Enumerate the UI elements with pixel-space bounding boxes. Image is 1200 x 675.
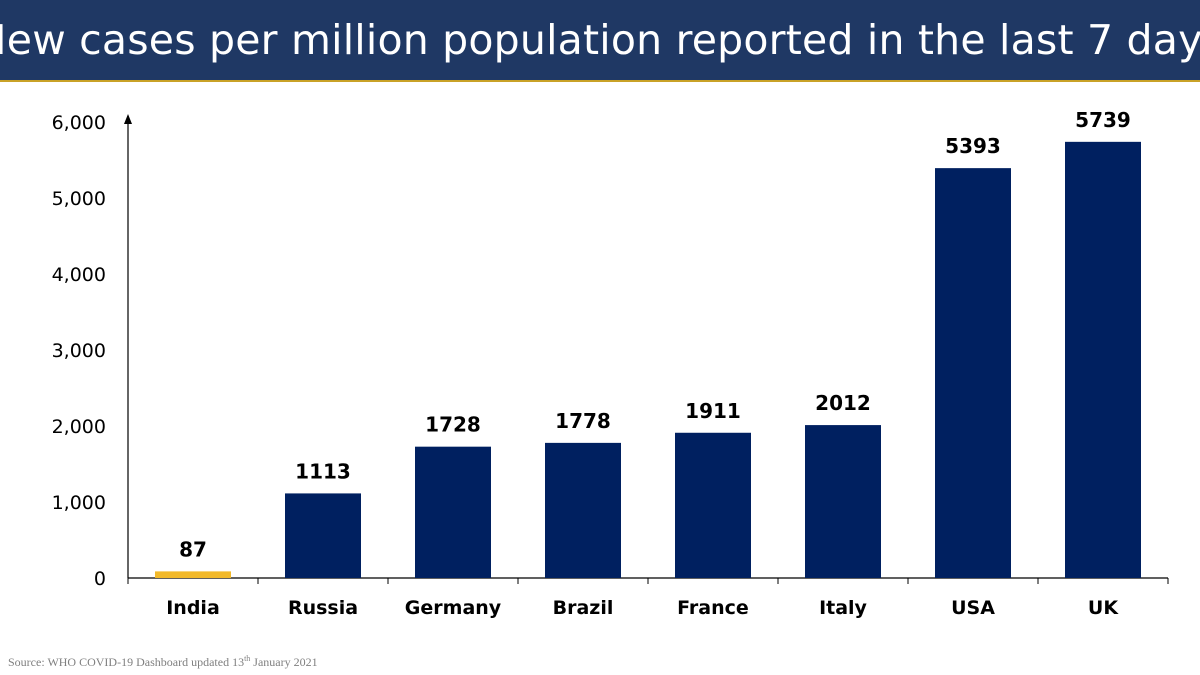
x-tick-label: Italy bbox=[819, 597, 867, 619]
y-tick-label: 3,000 bbox=[52, 340, 106, 362]
bar-germany bbox=[415, 446, 491, 578]
x-tick-label: Germany bbox=[405, 597, 502, 619]
data-label: 1113 bbox=[295, 459, 351, 483]
data-label: 1728 bbox=[425, 413, 481, 437]
y-tick-label: 2,000 bbox=[52, 416, 106, 438]
bar-uk bbox=[1065, 141, 1141, 578]
bar-france bbox=[675, 432, 751, 578]
source-sup: th bbox=[244, 654, 251, 663]
x-tick-label: Russia bbox=[288, 597, 358, 619]
x-tick-label: USA bbox=[951, 597, 995, 619]
title-banner: New cases per million population reporte… bbox=[0, 0, 1200, 82]
data-label: 1778 bbox=[555, 409, 611, 433]
source-suffix: January 2021 bbox=[250, 655, 318, 669]
x-tick-label: Brazil bbox=[553, 597, 614, 619]
bar-usa bbox=[935, 168, 1011, 578]
data-label: 87 bbox=[179, 537, 207, 561]
source-note: Source: WHO COVID-19 Dashboard updated 1… bbox=[8, 654, 318, 670]
bar-chart: 0 1,000 2,000 3,000 4,000 5,000 6,000 87 India 11… bbox=[52, 108, 1169, 619]
y-axis-arrow bbox=[124, 114, 132, 124]
data-label: 1911 bbox=[685, 399, 741, 423]
x-tick-label: India bbox=[166, 597, 220, 619]
y-tick-label: 5,000 bbox=[52, 188, 106, 210]
bar-russia bbox=[285, 493, 361, 578]
data-label: 5739 bbox=[1075, 108, 1131, 132]
data-label: 2012 bbox=[815, 391, 871, 415]
bar-brazil bbox=[545, 442, 621, 578]
y-tick-label: 0 bbox=[94, 568, 106, 590]
bar-india bbox=[155, 571, 231, 578]
y-tick-label: 4,000 bbox=[52, 264, 106, 286]
chart-labels: 0 1,000 2,000 3,000 4,000 5,000 6,000 87 India 11… bbox=[52, 108, 1131, 619]
data-label: 5393 bbox=[945, 134, 1001, 158]
x-tick-label: France bbox=[677, 597, 749, 619]
y-tick-label: 1,000 bbox=[52, 492, 106, 514]
x-tick-label: UK bbox=[1088, 597, 1119, 619]
page-title: New cases per million population reporte… bbox=[0, 16, 1200, 64]
chart-bars bbox=[155, 141, 1141, 578]
source-prefix: Source: WHO COVID-19 Dashboard updated 1… bbox=[8, 655, 245, 669]
bar-italy bbox=[805, 425, 881, 578]
y-tick-label: 6,000 bbox=[52, 112, 106, 134]
chart-axes bbox=[124, 114, 1169, 584]
